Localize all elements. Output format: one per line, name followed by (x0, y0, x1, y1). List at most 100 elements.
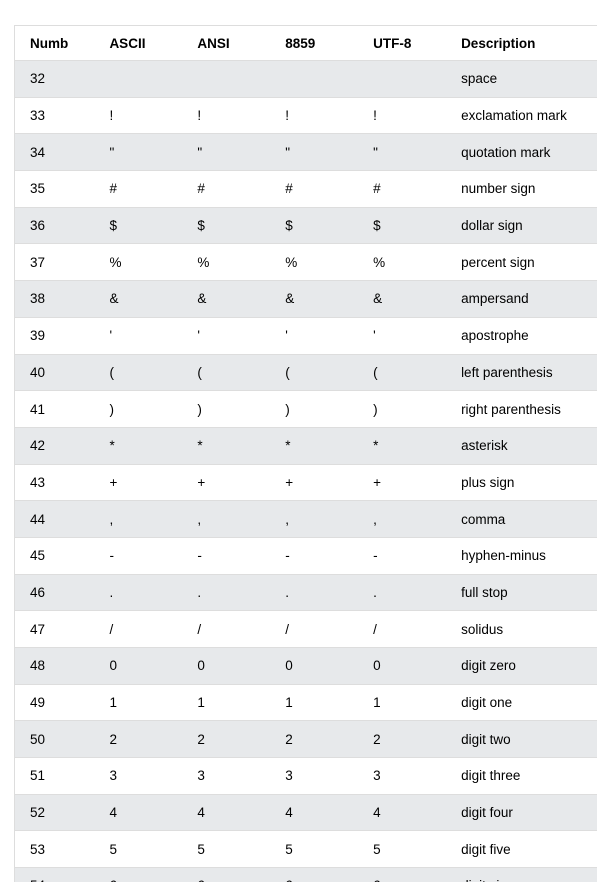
cell-8859: ( (270, 353, 359, 391)
cell-ansi: * (182, 426, 271, 465)
cell-ansi: # (182, 170, 271, 208)
table-row: 48 0 0 0 0 digit zero (14, 647, 597, 685)
cell-utf8: + (358, 463, 447, 501)
cell-ansi: 1 (182, 683, 271, 721)
cell-utf8: - (358, 536, 447, 575)
cell-numb: 33 (14, 96, 95, 134)
cell-description: percent sign (446, 243, 597, 281)
cell-8859: & (270, 280, 359, 318)
table-row: 51 3 3 3 3 digit three (14, 757, 597, 795)
header-utf8: UTF-8 (358, 25, 447, 61)
table-body: 32 space 33!!!! exclamation mark 34 " " " " quota… (14, 60, 597, 882)
cell-8859: * (270, 426, 359, 465)
table-row: 40((((left parenthesis (14, 353, 597, 391)
cell-ansi: 4 (182, 793, 271, 831)
cell-description: solidus (446, 610, 597, 648)
cell-description: digit six (446, 867, 597, 882)
cell-utf8: . (358, 573, 447, 611)
cell-utf8: 6 (358, 867, 447, 882)
cell-ascii: ! (94, 96, 183, 134)
cell-utf8: ' (358, 316, 447, 354)
cell-description: left parenthesis (446, 353, 597, 391)
cell-utf8: / (358, 610, 447, 648)
cell-ascii: 2 (94, 720, 183, 758)
cell-ascii: ( (94, 353, 183, 391)
cell-utf8: ) (358, 390, 447, 428)
cell-numb: 49 (14, 683, 95, 721)
table-row: 47// / / solidus (14, 610, 597, 648)
cell-description: number sign (446, 170, 597, 208)
cell-numb: 48 (14, 647, 95, 685)
cell-ansi: 6 (182, 867, 271, 882)
cell-8859: 6 (270, 867, 359, 882)
table-row: 38 & & & & ampersand (14, 280, 597, 318)
cell-utf8 (358, 60, 447, 98)
cell-8859: ' (270, 316, 359, 354)
cell-utf8: # (358, 170, 447, 208)
cell-utf8: 0 (358, 647, 447, 685)
cell-description: apostrophe (446, 316, 597, 354)
cell-8859: ) (270, 390, 359, 428)
cell-utf8: 5 (358, 830, 447, 868)
cell-description: comma (446, 500, 597, 538)
table-row: 546666digit six (14, 867, 597, 882)
cell-8859: ! (270, 96, 359, 134)
cell-utf8: 2 (358, 720, 447, 758)
cell-numb: 44 (14, 500, 95, 538)
cell-utf8: & (358, 280, 447, 318)
cell-ascii: # (94, 170, 183, 208)
cell-description: plus sign (446, 463, 597, 501)
cell-description: quotation mark (446, 133, 597, 171)
cell-8859: , (270, 500, 359, 538)
cell-description: digit five (446, 830, 597, 868)
cell-ascii: , (94, 500, 183, 538)
table-row: 33!!!! exclamation mark (14, 96, 597, 134)
table-row: 46.... full stop (14, 573, 597, 611)
header-8859: 8859 (270, 25, 359, 61)
cell-description: hyphen-minus (446, 536, 597, 575)
cell-8859: / (270, 610, 359, 648)
cell-numb: 53 (14, 830, 95, 868)
cell-ansi: % (182, 243, 271, 281)
cell-ascii: & (94, 280, 183, 318)
table-row: 44,,,, comma (14, 500, 597, 538)
header-ansi: ANSI (182, 25, 271, 61)
cell-8859: " (270, 133, 359, 171)
cell-ansi (182, 60, 271, 98)
cell-numb: 37 (14, 243, 95, 281)
cell-utf8: , (358, 500, 447, 538)
table-row: 49 1 1 1 1 digit one (14, 683, 597, 721)
table-row: 35 # # # # number sign (14, 170, 597, 208)
cell-numb: 34 (14, 133, 95, 171)
cell-numb: 47 (14, 610, 95, 648)
cell-utf8: " (358, 133, 447, 171)
cell-ascii: 4 (94, 793, 183, 831)
cell-8859: # (270, 170, 359, 208)
cell-numb: 52 (14, 793, 95, 831)
cell-ansi: . (182, 573, 271, 611)
cell-ansi: ) (182, 390, 271, 428)
cell-ansi: 0 (182, 647, 271, 685)
cell-ascii: ' (94, 316, 183, 354)
cell-numb: 42 (14, 426, 95, 465)
cell-utf8: ( (358, 353, 447, 391)
cell-ascii: 6 (94, 867, 183, 882)
cell-numb: 40 (14, 353, 95, 391)
cell-ascii: + (94, 463, 183, 501)
cell-ansi: ! (182, 96, 271, 134)
cell-ascii: 5 (94, 830, 183, 868)
cell-ascii: 0 (94, 647, 183, 685)
cell-ascii (94, 60, 183, 98)
cell-utf8: % (358, 243, 447, 281)
cell-description: full stop (446, 573, 597, 611)
cell-ansi: " (182, 133, 271, 171)
table-row: 39 ' ' ' ' apostrophe (14, 316, 597, 354)
table-row: 34 " " " " quotation mark (14, 133, 597, 171)
cell-8859 (270, 60, 359, 98)
cell-ansi: ' (182, 316, 271, 354)
cell-ascii: 1 (94, 683, 183, 721)
table-header-row: Numb ASCII ANSI 8859 UTF-8 Description (14, 25, 597, 61)
cell-numb: 51 (14, 757, 95, 795)
cell-ansi: 5 (182, 830, 271, 868)
cell-ascii: $ (94, 206, 183, 244)
